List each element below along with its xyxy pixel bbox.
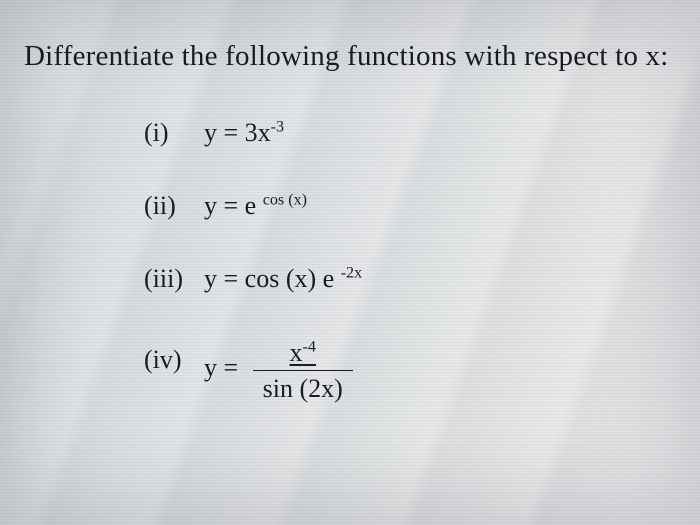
num-a: x	[290, 338, 303, 367]
item-3: (iii) y = cos (x) e -2x	[144, 263, 680, 294]
eq2-lhs: y = e	[204, 191, 263, 220]
equation-2: y = e cos (x)	[204, 190, 307, 221]
eq1-lhs: y = 3x	[204, 118, 271, 147]
eq3-part1: y = cos (x) e	[204, 264, 341, 293]
fraction: x-4 sin (2x)	[253, 337, 353, 404]
equation-3: y = cos (x) e -2x	[204, 263, 362, 294]
item-4: (iv) y = x-4 sin (2x)	[144, 337, 680, 404]
item-list: (i) y = 3x-3 (ii) y = e cos (x) (iii) y …	[144, 117, 680, 404]
eq3-exp: -2x	[341, 265, 362, 282]
item-label: (i)	[144, 117, 204, 148]
heading: Differentiate the following functions wi…	[24, 40, 680, 73]
item-label: (iii)	[144, 263, 204, 294]
item-2: (ii) y = e cos (x)	[144, 190, 680, 221]
denominator: sin (2x)	[253, 370, 353, 404]
item-1: (i) y = 3x-3	[144, 117, 680, 148]
num-exp: -4	[303, 338, 316, 355]
equation-4: y = x-4 sin (2x)	[204, 337, 353, 404]
numerator: x-4	[253, 337, 353, 370]
problem-content: Differentiate the following functions wi…	[0, 0, 700, 404]
item-label: (iv)	[144, 337, 204, 375]
item-label: (ii)	[144, 190, 204, 221]
equation-1: y = 3x-3	[204, 117, 284, 148]
eq2-exp: cos (x)	[263, 192, 307, 209]
eq4-lhs: y =	[204, 345, 238, 383]
eq1-exp: -3	[271, 118, 284, 135]
